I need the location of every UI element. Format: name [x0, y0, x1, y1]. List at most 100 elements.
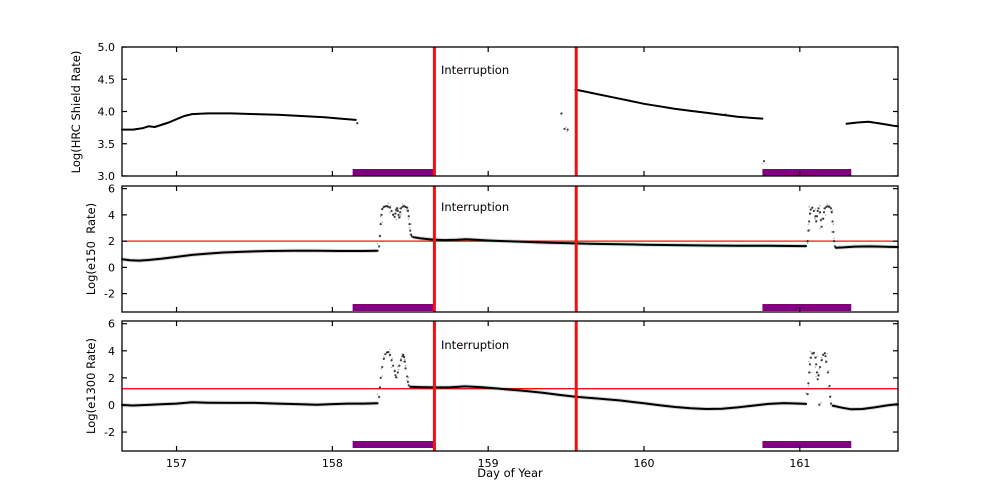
data-point	[378, 395, 381, 398]
data-point	[818, 212, 821, 214]
panel-frame	[121, 185, 899, 313]
data-point	[396, 209, 399, 213]
data-point	[829, 395, 832, 398]
data-point	[820, 359, 823, 362]
data-point	[566, 130, 568, 133]
data-point	[815, 220, 818, 223]
data-point	[822, 217, 825, 220]
data-point	[406, 209, 410, 213]
data-point	[830, 210, 832, 213]
data-point	[398, 207, 401, 210]
y-tick-label: 2	[108, 372, 115, 385]
data-point	[381, 207, 384, 211]
data-point	[806, 242, 809, 244]
data-point	[393, 212, 396, 215]
y-tick-label: -2	[104, 288, 115, 301]
data-point	[814, 215, 817, 218]
data-point	[807, 382, 810, 385]
data-point	[814, 356, 817, 359]
data-point	[395, 207, 399, 210]
data-point	[398, 216, 401, 219]
data-point	[409, 229, 412, 232]
data-point	[805, 392, 807, 395]
data-line	[834, 245, 899, 249]
data-point	[809, 228, 811, 231]
data-point	[407, 376, 410, 379]
data-point	[404, 367, 407, 370]
observation-band	[762, 441, 852, 448]
x-tick-label: 159	[478, 457, 499, 470]
data-point	[827, 387, 829, 389]
data-point	[399, 207, 403, 210]
data-point	[392, 364, 395, 367]
data-point	[389, 348, 391, 351]
data-point	[394, 376, 397, 378]
data-point	[817, 375, 820, 377]
data-point	[565, 126, 567, 128]
data-point	[376, 393, 379, 395]
data-point	[829, 395, 832, 397]
data-point	[835, 246, 838, 249]
data-point	[386, 351, 388, 354]
data-point	[823, 207, 825, 210]
x-tick-label: 158	[322, 457, 343, 470]
data-point	[823, 352, 826, 355]
interruption-annotation-top: Interruption	[441, 63, 509, 77]
y-tick-label: 4.5	[98, 73, 116, 86]
y-axis-label-e150: Log(e150 Rate)	[84, 203, 98, 295]
data-point	[382, 356, 385, 358]
data-point	[401, 353, 404, 355]
panel-0: 3.0 3.5 4.0 4.5 5.0	[98, 41, 899, 183]
data-point	[406, 380, 410, 384]
data-point	[395, 218, 398, 221]
data-point	[808, 206, 810, 208]
data-point	[392, 213, 395, 216]
data-point	[814, 208, 817, 210]
data-point	[809, 208, 812, 211]
data-point	[409, 233, 413, 236]
data-line	[121, 249, 379, 262]
data-point	[808, 212, 812, 215]
data-point	[809, 350, 812, 353]
data-point	[381, 221, 384, 224]
data-point	[399, 211, 402, 214]
data-point	[409, 233, 412, 236]
data-point	[825, 206, 828, 209]
data-point	[829, 207, 833, 210]
observation-band	[352, 169, 435, 176]
data-point	[399, 359, 403, 362]
data-point	[811, 206, 814, 209]
y-tick-label: 6	[108, 183, 115, 196]
data-point	[808, 360, 810, 363]
data-point	[379, 387, 381, 390]
data-point	[384, 353, 387, 356]
data-point	[824, 361, 827, 364]
data-point	[830, 231, 833, 233]
data-point	[384, 205, 387, 208]
data-point	[820, 225, 823, 228]
y-tick-label: 3.0	[98, 170, 116, 183]
data-point	[818, 368, 821, 370]
data-point	[392, 213, 394, 215]
panel-1: -2 0 2 4 6	[104, 183, 899, 313]
data-point	[388, 206, 392, 209]
y-tick-label: 5.0	[98, 41, 116, 54]
data-point	[814, 366, 817, 368]
data-point	[830, 211, 833, 214]
data-point	[815, 363, 818, 366]
data-point	[808, 371, 811, 374]
data-line	[121, 112, 357, 131]
data-point	[808, 363, 812, 366]
data-point	[826, 203, 828, 205]
data-point	[400, 357, 402, 360]
y-axis-label-e1300: Log(e1300 Rate)	[84, 338, 98, 434]
plot-panels: 3.0 3.5 4.0 4.5 5.0 -2 0 2 4 6 157 158 159 160 161 -2 0 2…	[98, 41, 899, 470]
data-point	[398, 364, 401, 367]
data-point	[394, 208, 397, 211]
data-point	[828, 384, 831, 388]
observation-band	[762, 304, 852, 311]
data-point	[376, 242, 379, 245]
y-tick-label: 0	[108, 399, 115, 412]
data-point	[816, 371, 819, 374]
data-point	[393, 215, 396, 218]
